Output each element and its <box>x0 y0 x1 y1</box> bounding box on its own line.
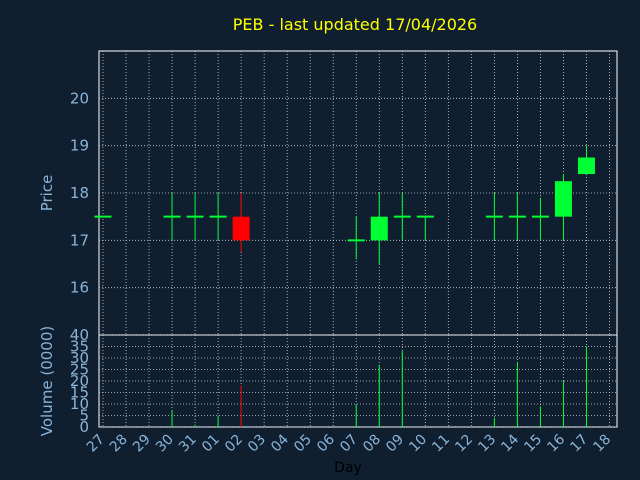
volume-axis-label: Volume (0000) <box>38 326 56 436</box>
volume-tick-label: 20 <box>70 372 89 390</box>
price-panel: 16 17 18 19 20 <box>70 50 618 336</box>
day-tick-labels: 27 28 29 30 31 01 02 03 04 05 06 07 08 09 10 11 12 13 14 15… <box>84 431 614 455</box>
volume-bars <box>171 346 587 427</box>
day-tick-label: 31 <box>176 432 200 456</box>
volume-tick-label: 15 <box>70 384 89 402</box>
day-tick-label: 29 <box>130 432 154 456</box>
volume-tick-label: 5 <box>79 407 89 425</box>
day-tick-label: 17 <box>567 432 591 456</box>
day-tick-label: 02 <box>222 432 246 456</box>
volume-tick-label: 35 <box>70 338 89 356</box>
volume-grid <box>99 334 617 428</box>
candle-body <box>554 181 572 217</box>
price-tick-label: 18 <box>70 184 89 202</box>
price-tick-label: 17 <box>70 231 89 249</box>
volume-tick-label: 0 <box>79 418 89 436</box>
price-axis-label: Price <box>38 175 56 212</box>
day-tick-label: 03 <box>245 432 269 456</box>
candle-body <box>577 157 595 175</box>
day-tick-label: 18 <box>590 432 614 456</box>
day-tick-label: 04 <box>268 431 292 455</box>
chart-title: PEB - last updated 17/04/2026 <box>233 15 477 34</box>
day-tick-label: 11 <box>429 432 453 456</box>
day-tick-label: 07 <box>337 432 361 456</box>
day-tick-label: 08 <box>360 432 384 456</box>
candle-body <box>370 216 388 241</box>
day-tick-label: 06 <box>314 431 338 455</box>
day-tick-label: 15 <box>521 432 545 456</box>
price-tick-labels: 16 17 18 19 20 <box>70 89 89 296</box>
price-tick-label: 16 <box>70 279 89 297</box>
day-tick-label: 30 <box>153 432 177 456</box>
day-tick-label: 09 <box>383 432 407 456</box>
price-tick-label: 19 <box>70 137 89 155</box>
day-tick-label: 14 <box>498 431 522 455</box>
day-tick-label: 13 <box>475 432 499 456</box>
price-tick-label: 20 <box>70 89 89 107</box>
day-tick-label: 10 <box>406 432 430 456</box>
day-tick-label: 05 <box>291 432 315 456</box>
volume-tick-label: 10 <box>70 395 89 413</box>
day-tick-label: 28 <box>107 432 131 456</box>
volume-tick-label: 30 <box>70 349 89 367</box>
candles <box>94 145 595 264</box>
price-grid <box>99 51 617 335</box>
volume-tick-label: 25 <box>70 361 89 379</box>
day-tick-label: 01 <box>199 432 223 456</box>
day-tick-label: 16 <box>544 431 568 455</box>
volume-tick-label: 40 <box>70 326 89 344</box>
x-axis-label: Day <box>334 460 362 476</box>
candle-body <box>232 216 250 241</box>
day-tick-label: 12 <box>452 432 476 456</box>
